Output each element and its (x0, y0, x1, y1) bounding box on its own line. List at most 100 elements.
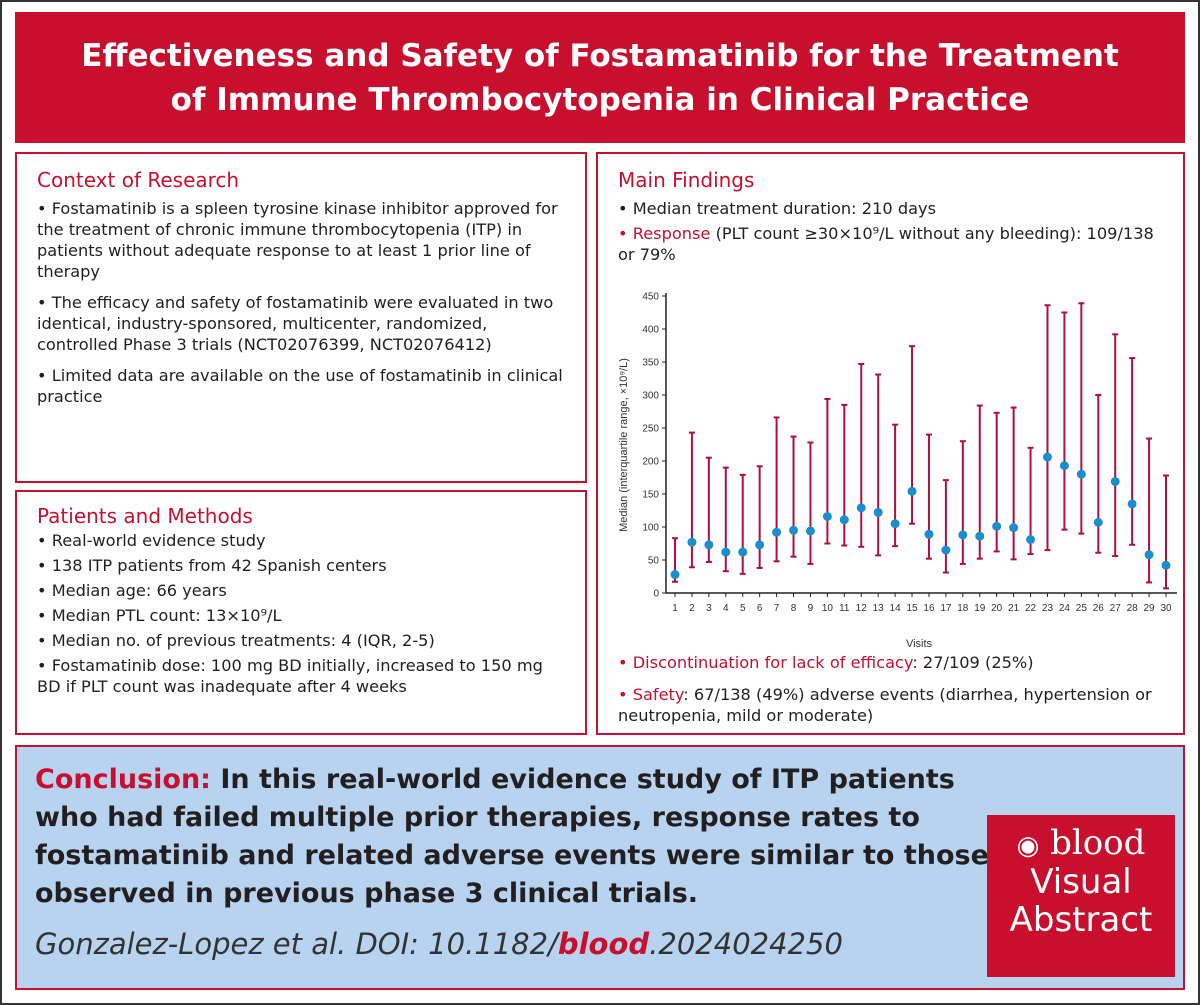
methods-bullet: • Real-world evidence study (37, 531, 266, 550)
x-tick-label: 25 (1076, 603, 1088, 614)
platelet-chart: Median (interquartile range, ×10⁹/L) Vis… (618, 292, 1177, 650)
x-tick-label: 30 (1160, 603, 1172, 614)
median-point (924, 529, 934, 539)
x-tick-label: 29 (1144, 603, 1156, 614)
x-tick-label: 12 (856, 603, 868, 614)
page-title: Effectiveness and Safety of Fostamatinib… (15, 12, 1185, 143)
median-point (822, 511, 832, 521)
median-point (1144, 550, 1154, 560)
context-bullet: • Fostamatinib is a spleen tyrosine kina… (37, 199, 558, 281)
discontinuation-value: : 27/109 (25%) (912, 653, 1034, 672)
x-tick-label: 9 (808, 603, 814, 614)
x-tick-label: 26 (1093, 603, 1105, 614)
y-tick-label: 400 (642, 325, 659, 336)
findings-panel: Main Findings • Median treatment duratio… (596, 152, 1185, 735)
x-tick-label: 20 (991, 603, 1003, 614)
x-tick-label: 16 (923, 603, 935, 614)
context-panel: Context of Research • Fostamatinib is a … (15, 152, 587, 483)
median-point (856, 503, 866, 513)
context-bullet: • The efficacy and safety of fostamatini… (37, 293, 554, 354)
median-point (1110, 476, 1120, 486)
title-line-1: Effectiveness and Safety of Fostamatinib… (81, 37, 1119, 74)
y-tick-label: 150 (642, 490, 659, 501)
median-point (1161, 560, 1171, 570)
context-heading: Context of Research (37, 168, 240, 192)
median-point (687, 537, 697, 547)
x-tick-label: 7 (774, 603, 780, 614)
median-point (805, 526, 815, 536)
conclusion-label: Conclusion: (35, 764, 211, 795)
median-point (941, 545, 951, 555)
x-tick-label: 4 (723, 603, 729, 614)
discontinuation-label: • Discontinuation for lack of efficacy (618, 653, 913, 672)
x-tick-label: 11 (839, 603, 850, 614)
y-tick-label: 250 (642, 424, 659, 435)
methods-bullet: • Fostamatinib dose: 100 mg BD initially… (37, 656, 543, 696)
citation-suffix: .2024024250 (649, 927, 843, 961)
x-tick-label: 2 (689, 603, 695, 614)
safety-text: • Safety: 67/138 (49%) adverse events (d… (618, 684, 1168, 726)
y-tick-label: 200 (642, 457, 659, 468)
safety-label: • Safety (618, 685, 684, 704)
y-tick-label: 100 (642, 523, 659, 534)
x-tick-label: 28 (1127, 603, 1139, 614)
x-tick-label: 6 (757, 603, 763, 614)
median-point (670, 570, 680, 580)
safety-value: : 67/138 (49%) adverse events (diarrhea,… (618, 685, 1152, 725)
methods-panel: Patients and Methods • Real-world eviden… (15, 490, 587, 735)
methods-bullet: • 138 ITP patients from 42 Spanish cente… (37, 556, 387, 575)
x-tick-label: 18 (957, 603, 969, 614)
x-tick-label: 23 (1042, 603, 1054, 614)
median-point (1009, 523, 1019, 533)
methods-bullet: • Median no. of previous treatments: 4 (… (37, 631, 435, 650)
median-point (1127, 499, 1137, 509)
median-point (721, 547, 731, 557)
response-label: • Response (618, 224, 711, 243)
x-axis-label: Visits (906, 638, 933, 650)
x-tick-label: 5 (740, 603, 746, 614)
median-point (839, 515, 849, 525)
discontinuation-text: • Discontinuation for lack of efficacy: … (618, 652, 1034, 673)
median-point (975, 531, 985, 541)
conclusion-box: Conclusion: In this real-world evidence … (15, 745, 1185, 990)
median-point (890, 519, 900, 529)
duration-text: • Median treatment duration: 210 days (618, 199, 937, 218)
median-point (873, 507, 883, 517)
methods-heading: Patients and Methods (37, 504, 253, 528)
median-point (704, 540, 714, 550)
median-point (1093, 517, 1103, 527)
x-tick-label: 13 (873, 603, 885, 614)
blood-visual-abstract-logo: ◉ blood Visual Abstract (987, 815, 1175, 977)
median-point (738, 547, 748, 557)
citation-prefix: Gonzalez-Lopez et al. DOI: 10.1182/ (35, 927, 558, 961)
median-point (992, 521, 1002, 531)
response-text: • Response (PLT count ≥30×10⁹/L without … (618, 223, 1163, 265)
conclusion-text: Conclusion: In this real-world evidence … (35, 761, 995, 913)
x-tick-label: 3 (706, 603, 712, 614)
x-tick-label: 21 (1008, 603, 1020, 614)
median-point (772, 527, 782, 537)
x-tick-label: 15 (906, 603, 918, 614)
x-tick-label: 1 (672, 603, 678, 614)
y-tick-label: 50 (648, 556, 660, 567)
methods-bullet: • Median age: 66 years (37, 581, 227, 600)
citation[interactable]: Gonzalez-Lopez et al. DOI: 10.1182/blood… (35, 927, 843, 961)
median-point (1059, 461, 1069, 471)
ash-seal-icon: ◉ (1016, 831, 1040, 861)
y-tick-label: 450 (642, 292, 659, 303)
x-tick-label: 17 (940, 603, 952, 614)
methods-bullet: • Median PTL count: 13×10⁹/L (37, 606, 282, 625)
x-tick-label: 22 (1025, 603, 1037, 614)
median-point (907, 486, 917, 496)
y-axis-label: Median (interquartile range, ×10⁹/L) (618, 358, 630, 532)
median-point (1026, 535, 1036, 545)
y-tick-label: 350 (642, 358, 659, 369)
x-tick-label: 24 (1059, 603, 1071, 614)
logo-line-2: Abstract (1009, 900, 1153, 940)
median-point (789, 525, 799, 535)
x-tick-label: 10 (822, 603, 834, 614)
citation-blood: blood (557, 927, 650, 961)
x-tick-label: 8 (791, 603, 797, 614)
median-point (755, 540, 765, 550)
